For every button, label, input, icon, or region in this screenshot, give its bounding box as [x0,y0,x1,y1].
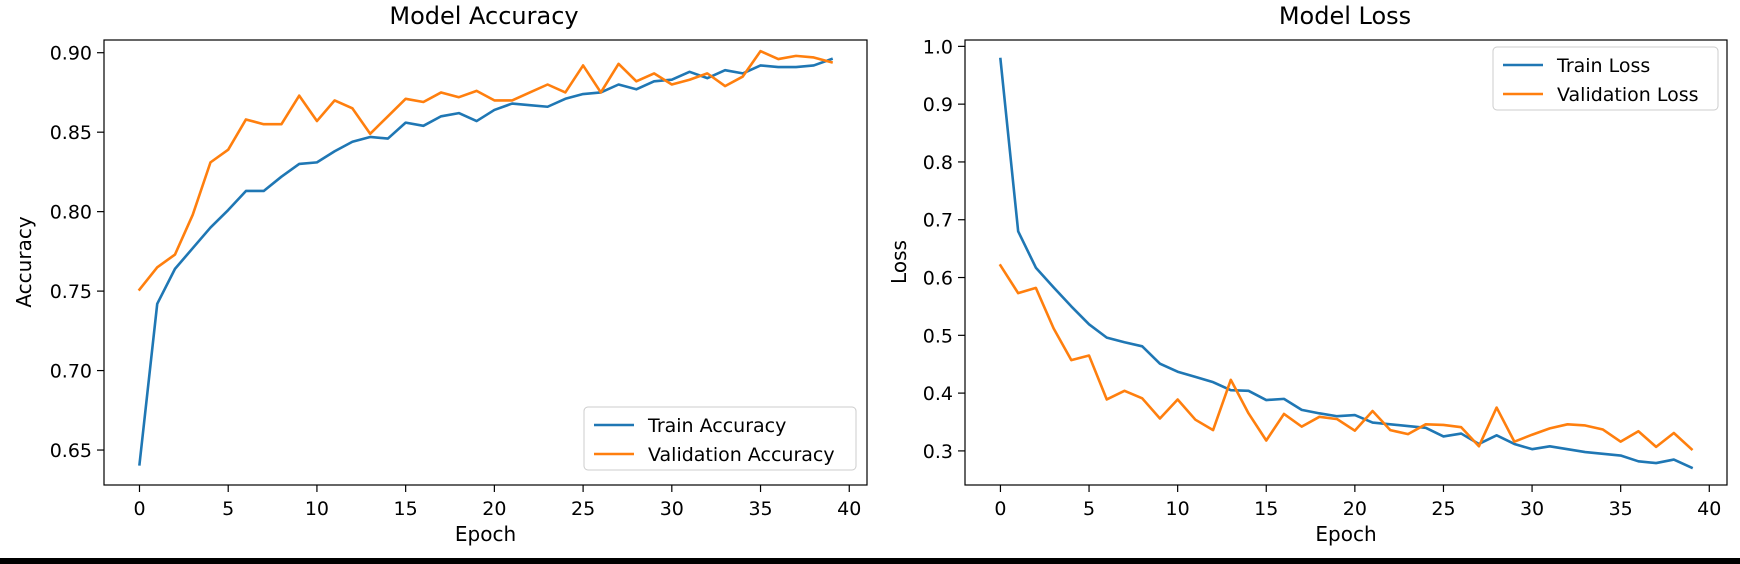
chart-title: Model Accuracy [389,2,578,30]
legend-box [583,406,857,471]
x-tick-label: 40 [1697,498,1721,520]
x-tick-label: 20 [482,498,506,520]
bottom-border [0,558,1740,564]
x-tick-label: 25 [571,498,595,520]
legend-label: Validation Accuracy [648,444,835,466]
y-axis-ticks: 0.3 0.4 0.5 0.6 0.7 0.8 0.9 1.0 [923,36,965,463]
x-tick-label: 40 [837,498,861,520]
x-tick-label: 15 [394,498,418,520]
y-axis-label: Accuracy [12,216,36,307]
legend: Train Accuracy Validation Accuracy [583,406,857,471]
y-tick-label: 0.80 [50,202,92,224]
x-tick-label: 10 [305,498,329,520]
x-tick-label: 15 [1254,498,1278,520]
x-tick-label: 0 [133,498,145,520]
series-line-train-loss [999,57,1694,470]
x-tick-label: 5 [1083,498,1095,520]
legend-label: Train Accuracy [647,415,786,437]
y-tick-label: 1.0 [923,36,953,58]
x-axis-ticks: 0 5 10 15 20 25 30 35 40 [994,485,1721,520]
y-tick-label: 0.90 [50,43,92,65]
legend-label: Train Loss [1556,55,1650,77]
x-tick-label: 25 [1431,498,1455,520]
y-tick-label: 0.75 [50,281,92,303]
plot-frame [103,39,868,486]
y-axis-ticks: 0.65 0.70 0.75 0.80 0.85 0.90 [50,43,104,462]
plot-lines [137,49,834,466]
y-tick-label: 0.7 [923,210,953,232]
loss-chart: Model Loss 0 5 10 15 20 25 30 35 40 0.3 0.4 0.5 0.6… [887,2,1728,546]
legend-box [1492,46,1719,111]
plot-lines [998,57,1694,470]
series-line-validation-accuracy [137,49,834,292]
y-tick-label: 0.6 [923,268,953,290]
y-tick-label: 0.65 [50,440,92,462]
chart-title: Model Loss [1279,2,1411,30]
x-tick-label: 5 [222,498,234,520]
x-tick-label: 35 [748,498,772,520]
y-tick-label: 0.70 [50,361,92,383]
y-axis-label: Loss [887,240,911,284]
legend-label: Validation Loss [1557,84,1699,106]
x-tick-label: 0 [994,498,1006,520]
accuracy-chart: Model Accuracy 0 5 10 15 20 25 30 35 40 0.65 0.70… [12,2,868,546]
x-tick-label: 35 [1609,498,1633,520]
y-tick-label: 0.4 [923,383,953,405]
x-axis-ticks: 0 5 10 15 20 25 30 35 40 [133,485,861,520]
y-tick-label: 0.85 [50,122,92,144]
x-axis-label: Epoch [1315,522,1376,546]
y-tick-label: 0.8 [923,152,953,174]
y-tick-label: 0.3 [923,441,953,463]
series-line-train-accuracy [138,57,834,466]
y-tick-label: 0.5 [923,325,953,347]
x-axis-label: Epoch [455,522,516,546]
plot-frame [964,39,1728,486]
y-tick-label: 0.9 [923,94,953,116]
series-line-validation-loss [998,263,1694,452]
x-tick-label: 30 [660,498,684,520]
x-tick-label: 20 [1343,498,1367,520]
x-tick-label: 30 [1520,498,1544,520]
x-tick-label: 10 [1166,498,1190,520]
legend: Train Loss Validation Loss [1492,46,1719,111]
